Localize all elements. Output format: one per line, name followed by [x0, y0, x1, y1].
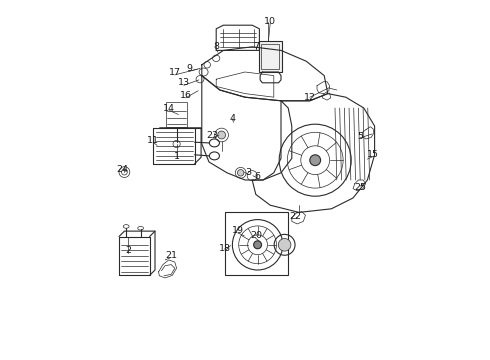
Ellipse shape	[218, 131, 225, 139]
Text: 20: 20	[250, 231, 262, 240]
Text: 18: 18	[219, 244, 231, 253]
Bar	[225, 212, 288, 275]
Text: 6: 6	[255, 172, 261, 181]
Bar	[261, 44, 279, 69]
Bar	[166, 102, 187, 127]
Ellipse shape	[278, 238, 291, 251]
Text: 24: 24	[117, 165, 128, 174]
Ellipse shape	[238, 170, 244, 176]
Text: 21: 21	[165, 251, 177, 260]
Text: 19: 19	[232, 226, 244, 235]
Text: 10: 10	[264, 17, 276, 26]
Text: 16: 16	[180, 91, 192, 100]
Text: 4: 4	[229, 114, 235, 123]
Text: 3: 3	[245, 168, 252, 177]
Text: 22: 22	[290, 212, 301, 220]
Text: 23: 23	[207, 131, 219, 140]
Text: 1: 1	[173, 152, 180, 161]
Text: 7: 7	[253, 42, 259, 51]
Text: 14: 14	[163, 104, 175, 113]
Text: 8: 8	[213, 42, 219, 51]
Text: 25: 25	[354, 183, 366, 192]
Text: 5: 5	[357, 132, 363, 141]
Bar	[259, 41, 282, 72]
Text: 12: 12	[304, 93, 316, 102]
Text: 17: 17	[169, 68, 181, 77]
Text: 15: 15	[367, 150, 379, 159]
Text: 9: 9	[186, 64, 192, 73]
Text: 11: 11	[147, 136, 159, 145]
Ellipse shape	[254, 241, 262, 249]
Text: 13: 13	[178, 78, 190, 87]
Text: 2: 2	[125, 246, 131, 255]
Ellipse shape	[310, 155, 320, 166]
